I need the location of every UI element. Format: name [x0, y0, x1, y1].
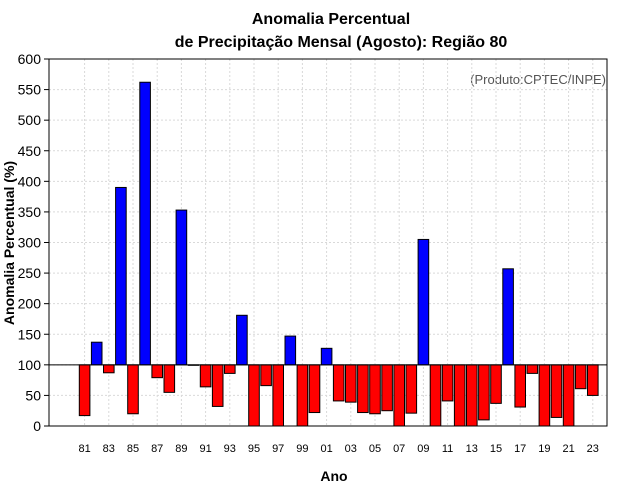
x-tick-label: 13: [466, 443, 478, 455]
bar: [127, 364, 139, 415]
bar: [345, 364, 357, 403]
bar: [526, 364, 539, 374]
bar: [78, 364, 91, 417]
x-tick-label: 87: [151, 443, 163, 455]
x-tick-label: 97: [272, 443, 284, 455]
x-tick-label: 85: [127, 443, 139, 455]
x-tick-label: 91: [199, 443, 211, 455]
bar: [139, 81, 151, 366]
x-axis-label: Ano: [320, 468, 347, 484]
x-tick-label: 21: [562, 443, 574, 455]
bar: [453, 364, 466, 427]
bar: [405, 364, 418, 414]
bar: [320, 347, 333, 366]
bar: [90, 341, 103, 366]
chart-subtitle: de Precipitação Mensal (Agosto): Região …: [175, 34, 508, 51]
x-tick-label: 17: [514, 443, 526, 455]
y-tick-label: 500: [18, 112, 42, 128]
y-tick-label: 450: [18, 143, 42, 159]
x-tick-label: 23: [587, 443, 599, 455]
y-tick-label: 550: [18, 82, 42, 98]
bar: [550, 364, 563, 418]
bar: [151, 364, 163, 379]
y-tick-label: 0: [33, 418, 41, 434]
bar: [381, 364, 393, 412]
y-tick-label: 200: [18, 296, 42, 312]
x-tick-label: 99: [296, 443, 308, 455]
bar: [272, 364, 284, 427]
bar: [248, 364, 260, 427]
x-tick-label: 83: [103, 443, 115, 455]
y-axis-label: Anomalia Percentual (%): [1, 161, 17, 325]
x-tick-label: 89: [175, 443, 187, 455]
bar: [103, 364, 115, 374]
bar: [224, 364, 236, 374]
bar: [478, 364, 490, 421]
y-tick-label: 250: [18, 265, 42, 281]
y-tick-label: 600: [18, 51, 42, 67]
x-tick-label: 05: [369, 443, 381, 455]
x-tick-label: 03: [345, 443, 357, 455]
bar: [490, 364, 502, 404]
y-tick-label: 100: [18, 357, 42, 373]
x-tick-label: 11: [442, 443, 453, 455]
bar: [562, 364, 575, 427]
bar: [308, 364, 321, 414]
plot-frame: [48, 58, 608, 427]
bar: [175, 209, 188, 366]
x-tick-label: 81: [78, 443, 90, 455]
y-tick-label: 400: [18, 173, 42, 189]
bar: [417, 238, 430, 366]
bar: [332, 364, 345, 402]
bar: [236, 314, 248, 366]
y-tick-label: 350: [18, 204, 42, 220]
bar: [369, 364, 381, 415]
source-annotation: (Produto:CPTEC/INPE): [470, 72, 606, 87]
y-tick-label: 150: [18, 326, 42, 342]
x-tick-label: 09: [417, 443, 429, 455]
bar: [296, 364, 309, 427]
bar: [502, 268, 514, 366]
y-tick-label: 300: [18, 235, 42, 251]
bar: [163, 364, 176, 393]
bar: [429, 364, 442, 427]
bar: [538, 364, 551, 427]
bar: [199, 364, 212, 388]
x-tick-label: 95: [248, 443, 260, 455]
bar: [115, 186, 127, 366]
x-tick-label: 07: [393, 443, 405, 455]
bar: [574, 364, 587, 390]
bars-layer: [78, 81, 599, 427]
x-tick-label: 15: [490, 443, 502, 455]
x-tick-label: 01: [320, 443, 332, 455]
bar: [357, 364, 369, 414]
bar: [441, 364, 454, 402]
bar: [284, 335, 297, 366]
bar: [466, 364, 478, 427]
bar: [514, 364, 527, 408]
x-tick-label: 93: [224, 443, 236, 455]
bar: [587, 364, 599, 396]
bar: [393, 364, 405, 427]
y-tick-label: 50: [25, 387, 41, 403]
x-tick-label: 19: [538, 443, 550, 455]
chart-title: Anomalia Percentual: [252, 11, 410, 28]
bar: [260, 364, 272, 387]
bar: [211, 364, 224, 407]
